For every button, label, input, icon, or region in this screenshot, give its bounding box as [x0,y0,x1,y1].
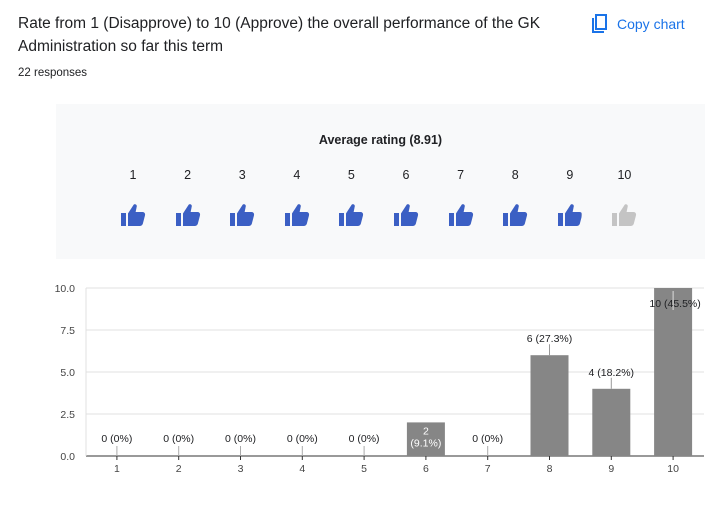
thumb-up-icon [339,204,364,226]
rating-number: 9 [566,168,574,182]
thumb-up-icon [503,204,528,226]
rating-option: 3 [222,168,262,228]
response-count: 22 responses [18,67,88,79]
thumb-up-icon [284,204,309,226]
y-tick-label: 0.0 [60,451,75,463]
data-label: 0 (0%) [225,433,256,445]
rating-number: 7 [457,168,465,182]
thumb-up-icon [448,204,473,226]
rating-option: 4 [277,168,317,228]
rating-number: 8 [511,168,519,182]
thumb-up-icon [394,204,419,226]
x-tick-label: 2 [176,463,182,475]
rating-number: 2 [184,168,192,182]
data-label: 0 (0%) [101,433,132,445]
thumb-up-icon [175,204,200,226]
x-tick-label: 4 [299,463,305,475]
rating-option: 8 [495,168,535,228]
bar [406,422,445,456]
y-tick-label: 5.0 [60,367,75,379]
y-tick-label: 7.5 [60,325,75,337]
data-label: 0 (0%) [163,433,194,445]
rating-option: 5 [331,168,371,228]
data-label: 0 (0%) [287,433,318,445]
rating-number: 5 [347,168,355,182]
x-tick-label: 9 [608,463,614,475]
average-rating-panel: Average rating (8.91) 1 2 3 4 5 6 7 8 9 10 [56,104,705,259]
y-tick-label: 2.5 [60,409,75,421]
data-label: 2 (9.1%) [410,425,441,449]
rating-option: 1 [113,168,153,228]
data-label: 0 (0%) [349,433,380,445]
x-tick-label: 1 [114,463,120,475]
bar [592,388,631,456]
rating-number: 10 [617,168,632,182]
rating-option: 2 [168,168,208,228]
thumb-up-icon [230,204,255,226]
data-label: 10 (45.5%) [649,298,700,310]
x-tick-label: 5 [361,463,367,475]
rating-number: 6 [402,168,410,182]
data-label: 6 (27.3%) [527,333,573,345]
thumb-up-icon [557,204,582,226]
x-tick-label: 10 [667,463,679,475]
thumb-up-icon [121,204,146,226]
y-tick-label: 10.0 [55,283,76,295]
copy-chart-button[interactable]: Copy chart [586,10,689,38]
average-rating-title: Average rating (8.91) [318,133,443,147]
rating-option: 7 [441,168,481,228]
x-tick-label: 6 [423,463,429,475]
rating-number: 3 [238,168,246,182]
question-title: Rate from 1 (Disapprove) to 10 (Approve)… [18,15,541,55]
bar [654,288,693,456]
thumb-up-icon [612,204,637,226]
rating-bar-chart: 0.0 2.5 5.0 7.5 10.0 1 0 (0%) 2 0 (0%) 3 0 (0%) 4 0 … [55,283,704,475]
rating-option: 6 [386,168,426,228]
rating-number: 1 [129,168,137,182]
data-label: 4 (18.2%) [589,367,635,379]
rating-number: 4 [293,168,301,182]
x-tick-label: 8 [547,463,553,475]
bar [530,355,569,456]
x-tick-label: 7 [485,463,491,475]
rating-option: 10 [604,168,644,228]
x-tick-label: 3 [238,463,244,475]
rating-option: 9 [550,168,590,228]
copy-chart-label: Copy chart [617,16,685,32]
data-label: 0 (0%) [472,433,503,445]
copy-icon [592,14,607,33]
